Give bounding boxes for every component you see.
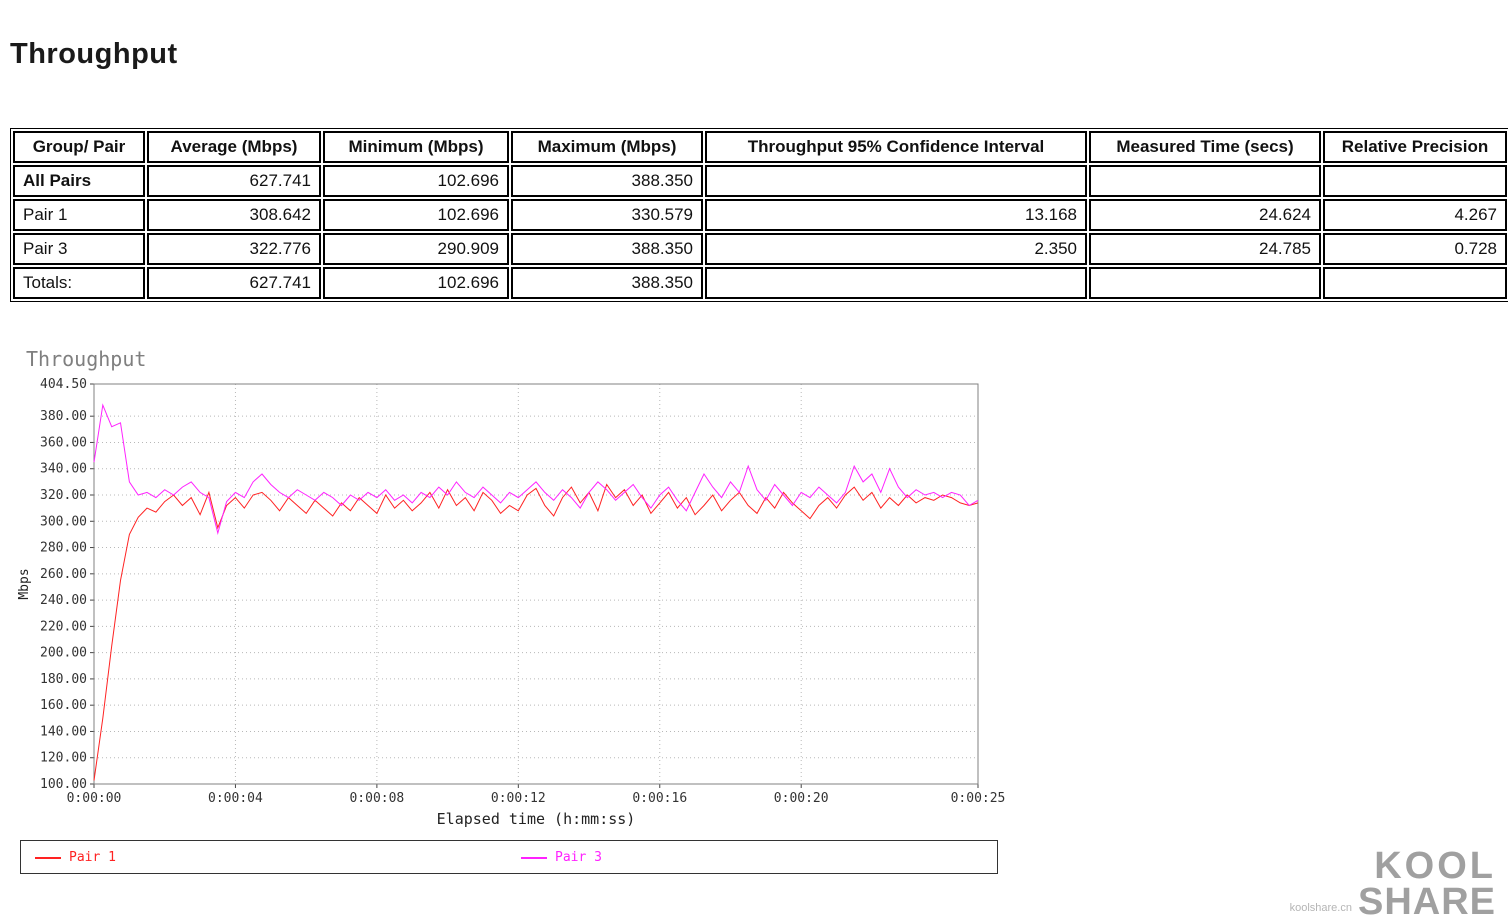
table-cell: 102.696: [323, 199, 509, 231]
table-cell: 308.642: [147, 199, 321, 231]
legend-item-pair-3: Pair 3: [521, 850, 602, 865]
y-tick-label: 160.00: [40, 698, 87, 713]
x-tick-label: 0:00:16: [632, 791, 687, 806]
table-cell: 322.776: [147, 233, 321, 265]
legend-label-pair-3: Pair 3: [555, 850, 602, 865]
legend-line-pair-3: [521, 856, 547, 859]
y-tick-label: 180.00: [40, 672, 87, 687]
table-cell: 2.350: [705, 233, 1087, 265]
x-axis-title: Elapsed time (h:mm:ss): [437, 810, 636, 828]
table-cell: 330.579: [511, 199, 703, 231]
legend-line-pair-1: [35, 856, 61, 859]
y-tick-label: 140.00: [40, 724, 87, 739]
table-cell: 388.350: [511, 233, 703, 265]
y-tick-label: 360.00: [40, 435, 87, 450]
koolshare-logo-kool: KOOL: [1374, 844, 1496, 887]
table-cell: [705, 165, 1087, 197]
table-cell: Pair 3: [13, 233, 145, 265]
x-tick-label: 0:00:12: [491, 791, 546, 806]
table-cell: 4.267: [1323, 199, 1507, 231]
x-tick-label: 0:00:08: [349, 791, 404, 806]
page-title: Throughput: [10, 38, 178, 70]
y-tick-label: 320.00: [40, 488, 87, 503]
table-cell: All Pairs: [13, 165, 145, 197]
table-cell: Totals:: [13, 267, 145, 299]
table-cell: [1089, 267, 1321, 299]
koolshare-logo-share: SHARE: [1357, 880, 1496, 923]
y-tick-label: 120.00: [40, 751, 87, 766]
table-cell: 388.350: [511, 267, 703, 299]
table-cell: [705, 267, 1087, 299]
table-cell: 290.909: [323, 233, 509, 265]
table-cell: Pair 1: [13, 199, 145, 231]
x-tick-label: 0:00:00: [67, 791, 122, 806]
legend-item-pair-1: Pair 1: [35, 850, 116, 865]
table-cell: 627.741: [147, 165, 321, 197]
column-header-relative-precision: Relative Precision: [1323, 131, 1507, 163]
column-header-maximum: Maximum (Mbps): [511, 131, 703, 163]
table-cell: 24.624: [1089, 199, 1321, 231]
koolshare-logo: KOOL koolshare.cn SHARE: [1289, 844, 1496, 923]
table-cell: 13.168: [705, 199, 1087, 231]
chart-legend: Pair 1 Pair 3: [20, 840, 998, 874]
table-row-pair-1: Pair 1 308.642 102.696 330.579 13.168 24…: [13, 199, 1507, 231]
plot-area-border: [93, 383, 979, 785]
y-axis-title: Mbps: [17, 568, 32, 599]
table-header-row: Group/ Pair Average (Mbps) Minimum (Mbps…: [13, 131, 1507, 163]
table-row-pair-3: Pair 3 322.776 290.909 388.350 2.350 24.…: [13, 233, 1507, 265]
table-cell: 24.785: [1089, 233, 1321, 265]
koolshare-site-text: koolshare.cn: [1289, 901, 1352, 914]
y-tick-label: 340.00: [40, 462, 87, 477]
column-header-minimum: Minimum (Mbps): [323, 131, 509, 163]
y-tick-label: 380.00: [40, 409, 87, 424]
column-header-confidence-interval: Throughput 95% Confidence Interval: [705, 131, 1087, 163]
column-header-group-pair: Group/ Pair: [13, 131, 145, 163]
series-line-pair-1: [93, 483, 979, 781]
y-tick-label: 200.00: [40, 646, 87, 661]
table-row-totals: Totals: 627.741 102.696 388.350: [13, 267, 1507, 299]
column-header-average: Average (Mbps): [147, 131, 321, 163]
y-tick-label: 260.00: [40, 567, 87, 582]
table-cell: 627.741: [147, 267, 321, 299]
y-tick-label: 220.00: [40, 619, 87, 634]
x-tick-label: 0:00:04: [208, 791, 263, 806]
table-cell: [1323, 165, 1507, 197]
column-header-measured-time: Measured Time (secs): [1089, 131, 1321, 163]
chart-title: Throughput: [26, 347, 146, 371]
y-tick-label: 100.00: [40, 777, 87, 792]
table-cell: [1089, 165, 1321, 197]
throughput-chart: Throughput 404.50 380.00 360.00 340.00 320.00…: [17, 347, 1006, 828]
table-cell: 102.696: [323, 267, 509, 299]
y-tick-label: 300.00: [40, 514, 87, 529]
y-tick-label: 240.00: [40, 593, 87, 608]
table-cell: [1323, 267, 1507, 299]
y-tick-label: 280.00: [40, 541, 87, 556]
x-tick-label: 0:00:20: [774, 791, 829, 806]
table-cell: 388.350: [511, 165, 703, 197]
table-cell: 0.728: [1323, 233, 1507, 265]
throughput-table: Group/ Pair Average (Mbps) Minimum (Mbps…: [10, 128, 1508, 302]
series-line-pair-3: [93, 403, 979, 536]
x-tick-label: 0:00:25: [951, 791, 1006, 806]
y-tick-label: 404.50: [40, 377, 87, 392]
table-cell: 102.696: [323, 165, 509, 197]
legend-label-pair-1: Pair 1: [69, 850, 116, 865]
table-row-all-pairs: All Pairs 627.741 102.696 388.350: [13, 165, 1507, 197]
